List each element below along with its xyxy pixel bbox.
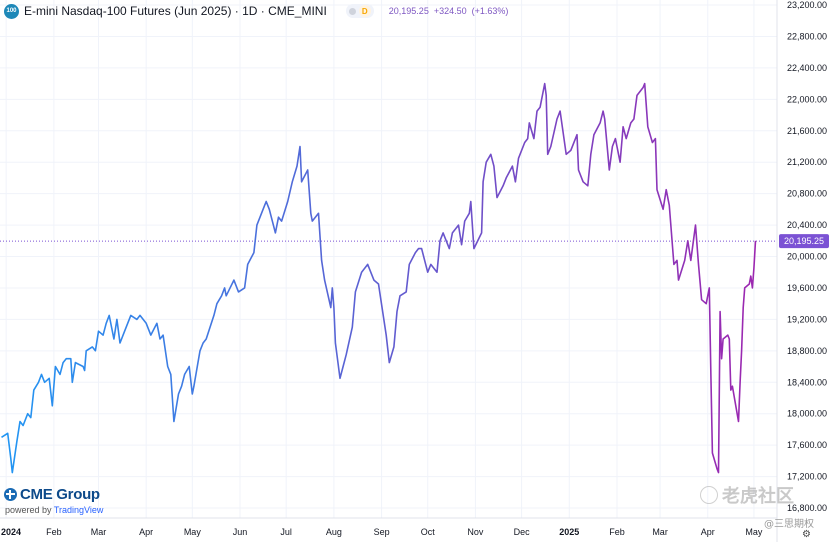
x-tick-label: May <box>184 527 202 537</box>
x-tick-label: Feb <box>46 527 62 537</box>
x-tick-label: 2025 <box>559 527 579 537</box>
brand-block: CME Group powered by TradingView <box>4 486 103 515</box>
x-tick-label: 2024 <box>1 527 21 537</box>
series-layer <box>1 82 757 474</box>
y-tick-label: 23,200.00 <box>787 0 827 10</box>
watermark-text: 老虎社区 <box>722 486 794 507</box>
y-tick-label: 20,800.00 <box>787 189 827 199</box>
tradingview-link[interactable]: TradingView <box>53 505 104 515</box>
y-tick-label: 22,400.00 <box>787 63 827 73</box>
grid-lines <box>0 0 777 518</box>
powered-prefix: powered by <box>5 505 54 515</box>
y-tick-label: 22,000.00 <box>787 94 827 104</box>
series-title[interactable]: E-mini Nasdaq-100 Futures (Jun 2025) · 1… <box>24 4 327 18</box>
cme-logo[interactable]: CME Group <box>4 486 103 503</box>
y-tick-label: 19,200.00 <box>787 314 827 324</box>
x-tick-label: Sep <box>374 527 390 537</box>
legend-header: 100 E-mini Nasdaq-100 Futures (Jun 2025)… <box>4 3 508 19</box>
data-delay-badge[interactable]: D <box>345 4 374 18</box>
y-tick-label: 17,600.00 <box>787 440 827 450</box>
cme-globe-icon <box>4 488 17 501</box>
symbol-logo-icon[interactable]: 100 <box>4 3 19 19</box>
y-tick-label: 20,000.00 <box>787 252 827 262</box>
market-status-icon <box>348 7 356 15</box>
y-tick-label: 16,800.00 <box>787 503 827 513</box>
y-tick-label: 20,400.00 <box>787 220 827 230</box>
price-series-line[interactable] <box>1 82 757 474</box>
last-price-value: 20,195.25 <box>388 6 429 16</box>
x-tick-label: Apr <box>139 527 153 537</box>
author-watermark: @三思期权 <box>764 519 814 530</box>
price-change-percent: (+1.63%) <box>471 6 509 16</box>
x-tick-label: May <box>745 527 763 537</box>
x-tick-label: Mar <box>652 527 668 537</box>
quote-values: 20,195.25 +324.50 (+1.63%) <box>389 6 509 16</box>
powered-by: powered by TradingView <box>5 505 103 515</box>
svg-text:20,195.25: 20,195.25 <box>784 236 824 246</box>
x-tick-label: Oct <box>421 527 436 537</box>
x-tick-label: Nov <box>467 527 484 537</box>
community-watermark: 老虎社区 <box>700 482 794 508</box>
x-tick-label: Aug <box>326 527 342 537</box>
x-tick-label: Apr <box>701 527 715 537</box>
x-axis: 2024 Feb Mar Apr May Jun Jul Aug Sep Oct Nov Dec 202… <box>1 527 763 537</box>
x-tick-label: Feb <box>609 527 625 537</box>
delay-indicator: D <box>358 5 371 17</box>
settings-gear-icon[interactable]: ⚙ <box>802 529 811 540</box>
x-tick-label: Jul <box>280 527 292 537</box>
y-tick-label: 22,800.00 <box>787 31 827 41</box>
y-tick-label: 18,800.00 <box>787 346 827 356</box>
x-tick-label: Dec <box>514 527 531 537</box>
tiger-logo-icon <box>700 486 718 504</box>
x-tick-label: Mar <box>91 527 107 537</box>
y-tick-label: 18,400.00 <box>787 377 827 387</box>
y-tick-label: 21,600.00 <box>787 126 827 136</box>
price-change: +324.50 <box>433 6 467 16</box>
y-tick-label: 21,200.00 <box>787 157 827 167</box>
y-axis: 23,200.00 22,800.00 22,400.00 22,000.00 21,6… <box>787 0 827 513</box>
y-tick-label: 19,600.00 <box>787 283 827 293</box>
last-price-label: 20,195.25 <box>779 234 829 249</box>
y-tick-label: 17,200.00 <box>787 472 827 482</box>
cme-logo-text: CME Group <box>20 486 100 503</box>
x-tick-label: Jun <box>233 527 248 537</box>
y-tick-label: 18,000.00 <box>787 409 827 419</box>
